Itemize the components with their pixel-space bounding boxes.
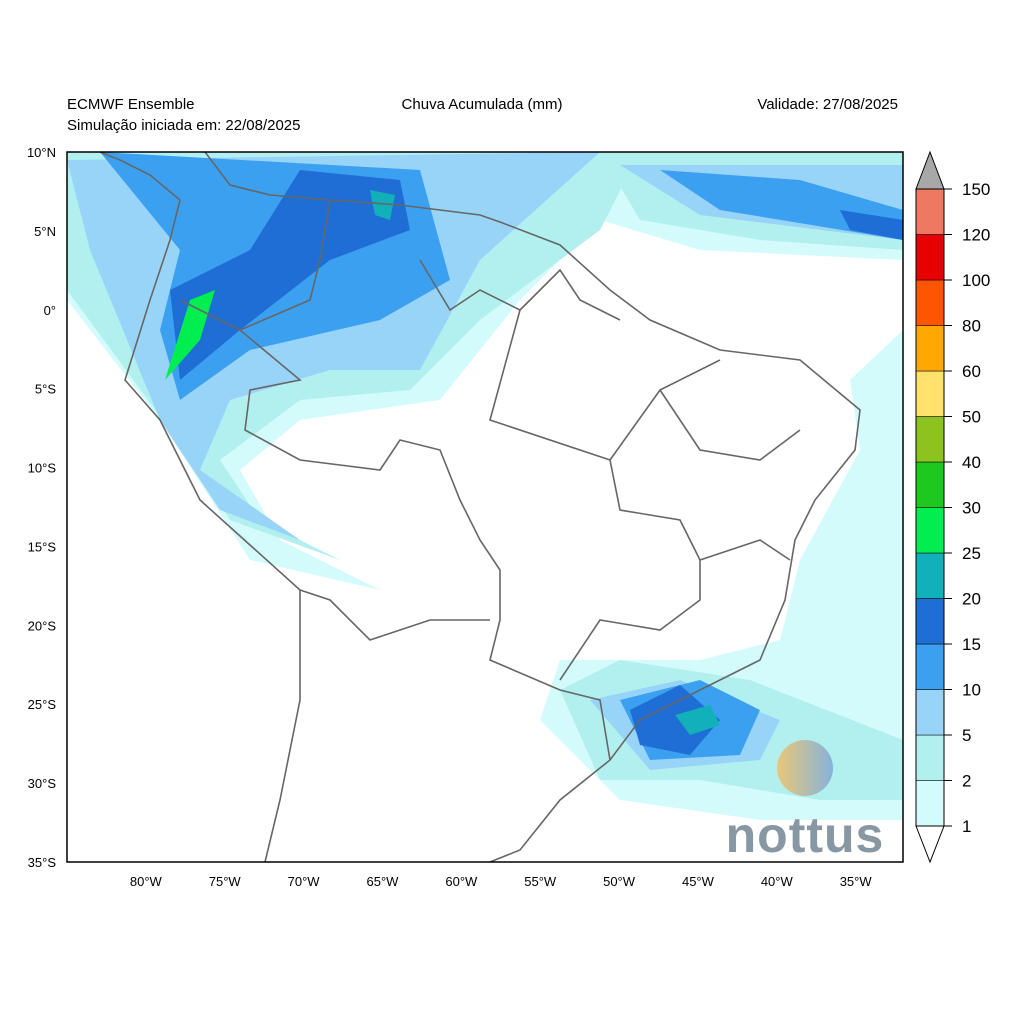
colorbar-box — [915, 689, 945, 736]
colorbar-label: 50 — [962, 408, 981, 427]
rain-area — [165, 290, 215, 380]
lon-label: 35°W — [840, 874, 873, 889]
lon-label: 55°W — [524, 874, 557, 889]
lon-label: 40°W — [761, 874, 794, 889]
colorbar-box — [915, 370, 945, 417]
lat-label: 20°S — [28, 618, 57, 633]
lat-label: 0° — [44, 303, 56, 318]
colorbar-box — [915, 552, 945, 599]
colorbar-box — [915, 507, 945, 554]
colorbar-box — [915, 416, 945, 463]
colorbar-box — [915, 643, 945, 690]
colorbar-label: 25 — [962, 544, 981, 563]
colorbar-label: 20 — [962, 590, 981, 609]
map-title: Chuva Acumulada (mm) — [402, 96, 563, 113]
geography — [99, 152, 861, 862]
logo: nottus — [726, 807, 885, 863]
colorbar-label: 2 — [962, 772, 971, 791]
lon-label: 70°W — [288, 874, 321, 889]
lat-label: 15°S — [28, 539, 57, 554]
lon-label: 80°W — [130, 874, 163, 889]
lon-label: 45°W — [682, 874, 715, 889]
colorbar-label: 15 — [962, 635, 981, 654]
colorbar-label: 80 — [962, 317, 981, 336]
rain-area — [630, 685, 720, 755]
rain-area — [370, 190, 395, 220]
colorbar-label: 120 — [962, 226, 990, 245]
colorbar-label: 5 — [962, 726, 971, 745]
init-date: Simulação iniciada em: 22/08/2025 — [67, 117, 300, 134]
colorbar-box — [915, 461, 945, 508]
rain-area — [840, 210, 903, 240]
rain-area — [660, 170, 903, 240]
colorbar-over — [915, 150, 945, 190]
lat-label: 25°S — [28, 697, 57, 712]
colorbar-box — [915, 734, 945, 781]
valid-date: Validade: 27/08/2025 — [757, 96, 898, 113]
borders — [179, 199, 801, 761]
colorbar-label: 100 — [962, 271, 990, 290]
lat-label: 35°S — [28, 855, 57, 870]
lon-label: 50°W — [603, 874, 636, 889]
lat-label: 10°S — [28, 461, 57, 476]
logo-mark — [777, 740, 833, 796]
colorbar-box — [915, 780, 945, 827]
colorbar-box — [915, 279, 945, 326]
map-frame — [66, 151, 904, 863]
lon-label: 65°W — [367, 874, 400, 889]
lat-label: 5°S — [35, 382, 56, 397]
rain-area — [675, 705, 720, 735]
colorbar-box — [915, 188, 945, 235]
lat-label: 5°N — [34, 224, 56, 239]
colorbar-label: 30 — [962, 499, 981, 518]
precipitation — [67, 152, 903, 820]
lat-label: 10°N — [27, 145, 56, 160]
model-name: ECMWF Ensemble — [67, 96, 195, 113]
colorbar-box — [915, 325, 945, 372]
coastline — [99, 152, 861, 862]
colorbar-under — [915, 825, 945, 864]
colorbar-label: 40 — [962, 453, 981, 472]
colorbar-label: 1 — [962, 817, 971, 836]
colorbar-label: 60 — [962, 362, 981, 381]
colorbar-box — [915, 234, 945, 281]
lat-label: 30°S — [28, 776, 57, 791]
colorbar-label: 10 — [962, 681, 981, 700]
lon-label: 75°W — [209, 874, 242, 889]
colorbar-label: 150 — [962, 180, 990, 199]
colorbar-box — [915, 598, 945, 645]
rain-area — [170, 170, 410, 380]
lon-label: 60°W — [445, 874, 478, 889]
